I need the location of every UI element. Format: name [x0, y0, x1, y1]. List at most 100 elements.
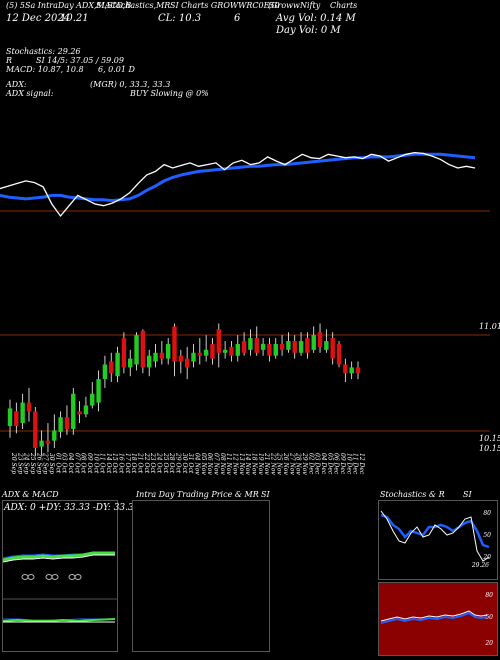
stoch-blue-line: [380, 513, 490, 549]
intraday-panel-title: Intra Day Trading Price & MR: [136, 490, 259, 499]
candle-body: [317, 332, 323, 347]
rsi-blue-line: [380, 611, 488, 624]
candle-body: [52, 430, 57, 441]
date-tick-label: 12 Nov: [231, 453, 238, 475]
date-tick-label: 25 Oct: [162, 452, 169, 474]
date-tick-label: 25 Nov: [276, 452, 283, 475]
candle-body: [267, 343, 272, 356]
date-tick-label: 18 Oct: [130, 453, 137, 474]
date-tick-label: 13 Nov: [238, 453, 245, 475]
header-adx-signal: ADX signal:: [6, 89, 54, 98]
candle-body: [33, 411, 38, 448]
date-tick-label: 08 Nov: [219, 453, 226, 475]
candle-body: [292, 341, 297, 353]
candle-body: [178, 355, 184, 362]
date-tick-label: 21 Nov: [263, 452, 270, 475]
candle-body: [235, 343, 240, 356]
date-tick-label: 21 Oct: [137, 452, 144, 474]
date-tick-label: 22 Oct: [143, 452, 150, 474]
candle-body: [279, 343, 285, 350]
header-rsi-label: R: [6, 56, 13, 65]
candle-body: [254, 338, 259, 353]
date-tick-label: 28 Nov: [295, 452, 302, 475]
candle-body: [26, 402, 32, 412]
stoch-panel-title: Stochastics & R: [380, 490, 445, 499]
stoch-value: 29.26: [471, 562, 489, 569]
candle-body: [248, 338, 253, 350]
candle-body: [102, 364, 108, 380]
date-tick-label: 19 Nov: [257, 453, 264, 475]
stochastics-svg: 80 50 20 29.26: [380, 510, 491, 569]
candle-body: [121, 338, 127, 368]
date-tick-label: 09 Dec: [339, 453, 346, 475]
date-tick-label: 26 Nov: [282, 452, 289, 475]
candle-body: [172, 326, 177, 362]
date-tick-label: 31 Oct: [187, 453, 194, 474]
price-label-bottom-1: 10.15: [479, 434, 500, 443]
date-tick-label: 23 Sep: [16, 452, 23, 474]
header-adx-values: (MGR) 0, 33.3, 33.3: [90, 80, 171, 89]
date-tick-label: 06 Dec: [333, 453, 340, 475]
candle-body: [39, 440, 44, 447]
date-tick-label: 15 Oct: [111, 453, 118, 474]
adx-white-line: [3, 554, 115, 563]
candle-body: [191, 352, 196, 362]
date-tick-label: 16 Oct: [118, 453, 125, 474]
date-tick-label: 18 Nov: [250, 453, 257, 475]
candle-body: [58, 417, 63, 432]
candle-body: [165, 343, 171, 359]
candle-body: [96, 379, 101, 403]
intraday-panel: [132, 500, 270, 652]
header-title-e: Nifty: [300, 1, 321, 10]
date-tick-label: 14 Oct: [105, 453, 112, 474]
date-tick-label: 24 Oct: [156, 452, 163, 474]
candle-body: [14, 411, 19, 427]
candle-body: [229, 346, 234, 356]
header-stoch: Stochastics: 29.26: [6, 47, 81, 56]
header-day-vol: Day Vol: 0 M: [276, 25, 341, 36]
date-tick-label: 04 Dec: [320, 453, 327, 475]
candle-body: [83, 405, 89, 415]
date-axis: 20 Sep 23 Sep 24 Sep 25 Sep 26 Sep 27 Sep 30 S…: [10, 452, 365, 475]
candle-body: [349, 367, 354, 374]
candlestick-series: [7, 323, 361, 456]
stoch-tick-20: 20: [482, 554, 491, 561]
header-date: 12 Dec 2024: [6, 13, 71, 24]
candle-body: [216, 329, 221, 353]
rsi-svg: 80 50 20: [380, 592, 493, 647]
candle-body: [45, 440, 51, 444]
date-tick-label: 10 Dec: [345, 453, 352, 475]
candle-body: [140, 330, 146, 368]
date-tick-label: 27 Sep: [42, 452, 49, 474]
adx-panel-title: ADX & MACD: [2, 490, 59, 499]
date-tick-label: 28 Oct: [168, 452, 175, 474]
date-tick-label: 14 Nov: [244, 453, 251, 475]
candle-body: [115, 352, 120, 377]
candle-body: [184, 358, 190, 368]
rsi-tick-80: 80: [485, 592, 493, 599]
date-tick-label: 23 Oct: [149, 452, 156, 474]
date-tick-label: 27 Nov: [288, 452, 295, 475]
price-label-bottom-2: 10.15: [479, 444, 500, 453]
candle-body: [343, 364, 348, 374]
candle-body: [64, 417, 70, 429]
date-tick-label: 03 Oct: [61, 453, 68, 474]
header-buy: BUY Slowing @ 0%: [130, 89, 209, 98]
adx-readout: ADX: 0 +DY: 33.33 -DY: 33.33: [4, 503, 140, 513]
candle-body: [109, 361, 114, 374]
header-macd-b: 6, 0.01 D: [98, 65, 135, 74]
date-tick-label: 24 Sep: [23, 452, 30, 474]
date-tick-label: 04 Oct: [67, 453, 74, 474]
header-avg-vol: Avg Vol: 0.14 M: [276, 13, 356, 24]
date-tick-label: 07 Oct: [73, 453, 80, 474]
stoch-tick-50: 50: [483, 532, 491, 539]
date-tick-label: 08 Oct: [80, 453, 87, 474]
header-title-a: (5) 5Sa IntraDay ADX,MACD,B: [6, 1, 132, 10]
candle-body: [260, 343, 266, 350]
date-tick-label: 30 Oct: [181, 453, 188, 474]
date-tick-label: 11 Dec: [352, 453, 359, 475]
date-tick-label: 07 Nov: [212, 453, 219, 475]
header-si: SI 14/5: 37.05 / 59.09: [36, 56, 124, 65]
candle-body: [134, 335, 139, 365]
candle-body: [71, 393, 76, 429]
